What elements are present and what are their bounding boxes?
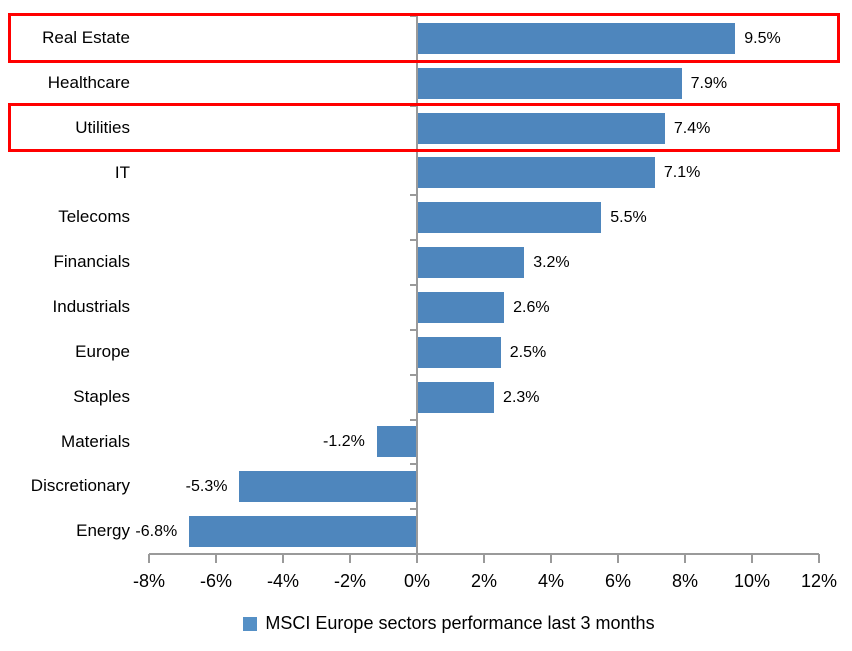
x-axis-tick-label: -8% (132, 571, 166, 591)
category-label: Energy (76, 521, 130, 541)
data-bar (417, 157, 655, 189)
x-axis-tick (617, 554, 619, 563)
x-axis-tick-label: 0% (403, 571, 431, 591)
y-axis-tick (410, 508, 416, 511)
data-value-label: -5.3% (185, 478, 228, 496)
x-axis-tick-label: -6% (199, 571, 233, 591)
category-label: Staples (73, 386, 130, 406)
x-axis-tick (148, 554, 150, 563)
data-bar (417, 247, 525, 279)
category-label: Telecoms (58, 207, 130, 227)
category-label: Real Estate (42, 28, 130, 47)
category-label: Financials (53, 252, 130, 272)
y-axis-tick (410, 149, 416, 152)
data-value-label: 7.1% (663, 164, 701, 182)
category-label: Europe (75, 341, 130, 361)
x-axis-tick (483, 554, 485, 563)
x-axis-tick (282, 554, 284, 563)
legend-series-label: MSCI Europe sectors performance last 3 m… (265, 613, 655, 633)
x-axis-tick (349, 554, 351, 563)
x-axis-tick (684, 554, 686, 563)
y-axis-line (416, 16, 418, 554)
y-axis-tick (410, 328, 416, 331)
data-value-label: 7.9% (690, 74, 728, 92)
x-axis-tick-label: 4% (537, 571, 565, 591)
x-axis-tick-label: 6% (604, 571, 632, 591)
data-value-label: -1.2% (323, 433, 365, 451)
data-bar (239, 471, 417, 503)
data-bar (376, 426, 417, 458)
legend-series-marker-icon (243, 616, 258, 631)
data-bar (189, 516, 417, 548)
y-axis-tick (410, 59, 416, 62)
x-axis-tick (416, 554, 418, 563)
category-label: Industrials (52, 297, 130, 316)
y-axis-tick (410, 15, 416, 17)
category-label: IT (114, 162, 130, 182)
data-value-label: 5.5% (610, 209, 647, 227)
y-axis-tick (410, 463, 416, 466)
legend: MSCI Europe sectors performance last 3 m… (23, 613, 852, 634)
category-label: Utilities (75, 117, 130, 137)
data-bar (417, 22, 736, 54)
data-value-label: 2.5% (509, 343, 547, 361)
x-axis-tick-label: 2% (470, 571, 498, 591)
category-label: Discretionary (30, 476, 130, 496)
data-bar (417, 67, 682, 99)
x-axis-tick (751, 554, 753, 563)
x-axis-tick (215, 554, 217, 563)
data-bar (417, 291, 505, 323)
category-label: Materials (61, 431, 130, 451)
data-value-label: 9.5% (744, 29, 781, 47)
data-bar (417, 112, 665, 144)
data-bar (417, 381, 495, 413)
data-value-label: 7.4% (673, 119, 711, 137)
x-axis-tick (550, 554, 552, 563)
data-value-label: 3.2% (533, 254, 570, 272)
category-label: Healthcare (47, 72, 130, 92)
y-axis-tick (410, 418, 416, 421)
x-axis-tick-label: 10% (733, 571, 771, 591)
y-axis-tick (410, 194, 416, 197)
x-axis-tick-label: -4% (266, 571, 300, 591)
data-value-label: 2.3% (503, 388, 540, 406)
data-bar (417, 202, 602, 234)
data-bar (417, 336, 501, 368)
y-axis-tick (410, 373, 416, 376)
x-axis-tick (818, 554, 820, 563)
y-axis-tick (410, 284, 416, 286)
x-axis-tick-label: -2% (333, 571, 367, 591)
data-value-label: 2.6% (513, 298, 550, 316)
y-axis-tick (410, 239, 416, 242)
data-value-label: -6.8% (135, 523, 178, 541)
x-axis-tick-label: 12% (800, 571, 838, 591)
y-axis-tick (410, 104, 416, 107)
x-axis-tick-label: 8% (671, 571, 699, 591)
